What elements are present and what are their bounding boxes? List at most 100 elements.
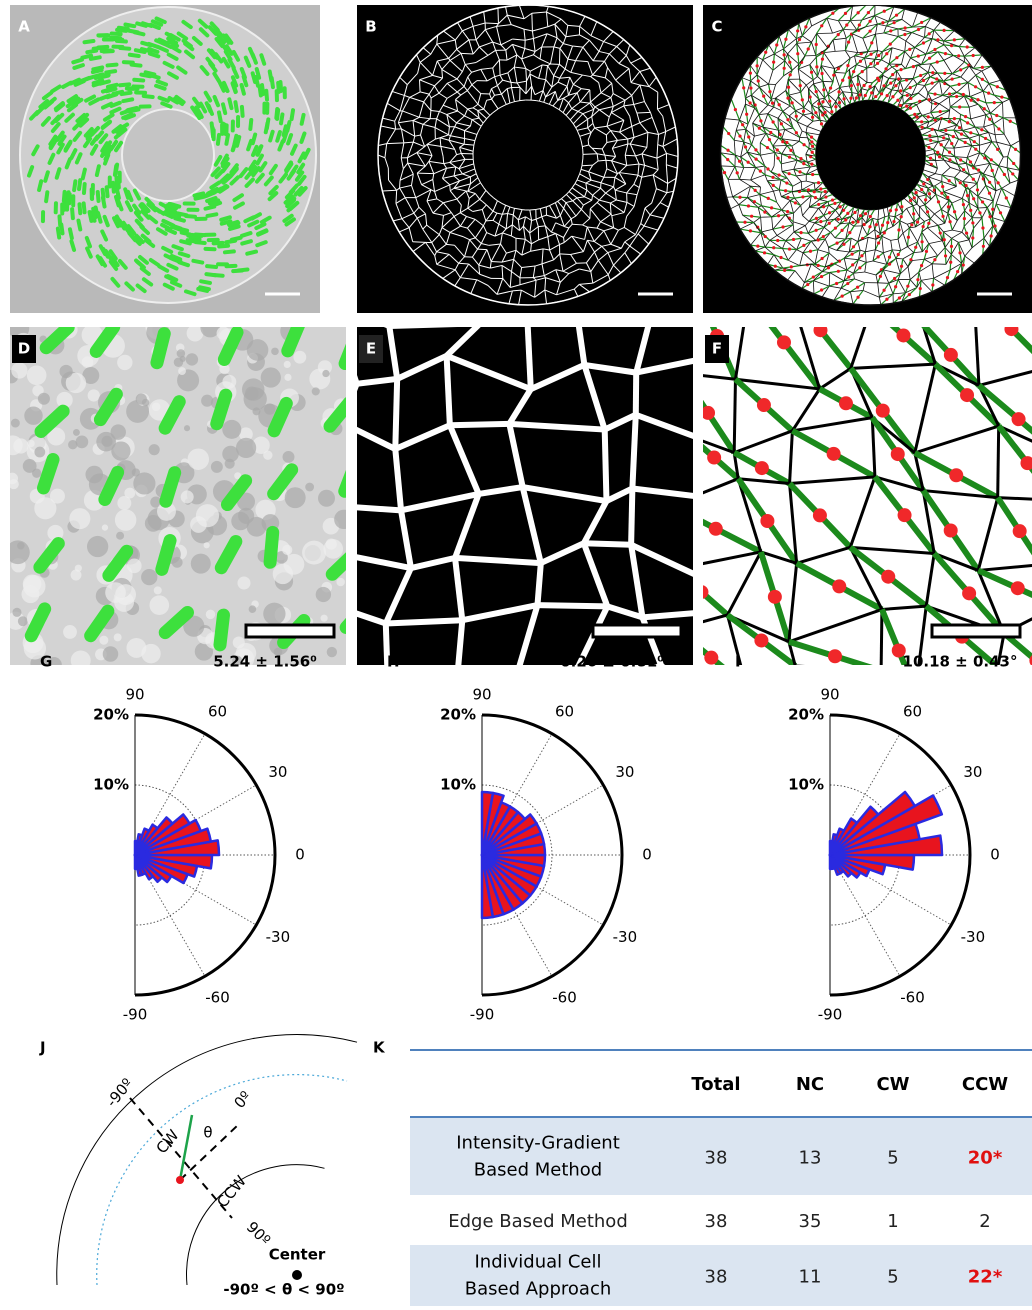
cell-center: [764, 235, 767, 238]
theta-tick-label: 90: [125, 686, 144, 704]
cell-center: [997, 127, 1000, 130]
cell-center: [1004, 322, 1018, 336]
cell-center: [990, 234, 993, 237]
cell-center: [869, 85, 872, 88]
cell-center: [802, 143, 805, 146]
arrow-mark: [242, 233, 251, 236]
arrow-mark: [247, 252, 256, 254]
arrow-mark: [219, 246, 228, 247]
arrow-mark: [345, 336, 356, 364]
cell-center: [727, 132, 730, 135]
table-cell: 20*: [968, 1148, 1003, 1169]
cell-center: [1005, 196, 1008, 199]
mesh-edge: [881, 609, 882, 670]
cell-center: [988, 192, 991, 195]
cell-center: [788, 61, 791, 64]
cell-center: [775, 43, 778, 46]
cell-center: [864, 94, 867, 97]
cell-center: [831, 198, 834, 201]
mesh-edge: [598, 160, 606, 161]
cell-center: [776, 157, 779, 160]
cell-center: [802, 162, 805, 165]
cell-center: [824, 195, 827, 198]
arrow-mark: [281, 114, 282, 123]
texture: [152, 402, 161, 411]
cell-center: [958, 251, 961, 254]
cell-center: [868, 225, 871, 228]
arrow-mark: [186, 216, 195, 217]
table-cell: 38: [705, 1267, 728, 1288]
texture: [191, 554, 211, 574]
texture: [76, 436, 89, 449]
cell-center: [1011, 581, 1025, 595]
cell-center: [709, 522, 723, 536]
arrow-mark: [107, 89, 116, 91]
arrow-mark: [59, 216, 60, 225]
cell-center: [864, 212, 867, 215]
arrow-mark: [196, 235, 205, 236]
arrow-mark: [226, 135, 228, 144]
cell-center: [828, 649, 842, 663]
cell-center: [786, 210, 789, 213]
cell-center: [795, 115, 798, 118]
mesh-edge: [536, 101, 539, 102]
cell-center: [916, 278, 919, 281]
cell-center: [991, 169, 994, 172]
cell-center: [788, 156, 791, 159]
cell-center: [953, 38, 956, 41]
cell-center: [984, 137, 987, 140]
arrow-mark: [144, 96, 153, 97]
cell-center: [937, 200, 940, 203]
texture: [17, 542, 25, 550]
arrow-mark: [120, 84, 129, 85]
cell-center: [966, 45, 969, 48]
texture: [249, 605, 257, 613]
cell-center: [757, 79, 760, 82]
cell-center: [834, 227, 837, 230]
cell-center: [928, 192, 931, 195]
arrow-mark: [166, 473, 175, 502]
cell-center: [981, 78, 984, 81]
cell-center: [738, 196, 741, 199]
texture: [116, 532, 124, 540]
image-panel: [357, 5, 693, 313]
cell-center: [915, 191, 918, 194]
cell-center: [889, 42, 892, 45]
texture: [190, 516, 207, 533]
texture: [149, 595, 169, 615]
cell-center: [738, 134, 741, 137]
cell-center: [942, 136, 945, 139]
table-cell: 35: [799, 1211, 822, 1232]
cell-center: [909, 107, 912, 110]
cell-center: [962, 263, 965, 266]
texture: [271, 348, 279, 356]
texture: [302, 541, 326, 565]
arrow-mark: [221, 217, 230, 220]
texture: [149, 444, 160, 455]
cell-center: [788, 172, 791, 175]
cell-center: [749, 229, 752, 232]
cell-center: [916, 220, 919, 223]
mesh-edge: [631, 488, 632, 544]
r-tick-label: 20%: [440, 706, 476, 724]
cell-center: [885, 298, 888, 301]
cell-center: [784, 38, 787, 41]
cell-center: [777, 335, 791, 349]
cell-center: [920, 240, 923, 243]
cell-center: [756, 64, 759, 67]
texture: [312, 387, 320, 395]
arrow-mark: [220, 615, 224, 645]
texture: [321, 615, 328, 622]
cell-center: [939, 110, 942, 113]
cell-center: [936, 38, 939, 41]
theta-tick-label: 60: [208, 703, 227, 721]
cell-center: [990, 158, 993, 161]
mesh-edge: [1007, 157, 1008, 168]
arrow-mark: [193, 261, 202, 263]
texture: [50, 489, 65, 504]
table-cell: 22*: [968, 1267, 1003, 1288]
cell-center: [877, 255, 880, 258]
panel-label: F: [712, 340, 722, 358]
texture: [71, 650, 91, 670]
cell-center: [823, 111, 826, 114]
